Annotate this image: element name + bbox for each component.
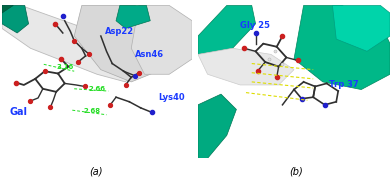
Polygon shape bbox=[2, 5, 135, 82]
Polygon shape bbox=[2, 5, 29, 33]
Polygon shape bbox=[2, 5, 13, 13]
Polygon shape bbox=[332, 5, 390, 51]
Text: Asn46: Asn46 bbox=[135, 50, 164, 59]
Text: 2.66: 2.66 bbox=[89, 86, 105, 92]
Text: Gal: Gal bbox=[9, 108, 27, 117]
Polygon shape bbox=[198, 5, 256, 54]
Text: 3.16: 3.16 bbox=[56, 64, 73, 70]
Polygon shape bbox=[294, 5, 390, 90]
Polygon shape bbox=[198, 94, 236, 158]
Text: Lys40: Lys40 bbox=[158, 93, 185, 102]
Text: Trp 37: Trp 37 bbox=[328, 80, 358, 90]
Polygon shape bbox=[198, 48, 294, 85]
Text: (a): (a) bbox=[89, 167, 103, 177]
Text: (b): (b) bbox=[289, 167, 303, 177]
Text: Asp22: Asp22 bbox=[105, 27, 134, 36]
Text: Gly 25: Gly 25 bbox=[240, 21, 270, 30]
Polygon shape bbox=[74, 5, 177, 82]
Polygon shape bbox=[131, 5, 192, 74]
Text: 2.68: 2.68 bbox=[84, 108, 101, 114]
Polygon shape bbox=[116, 5, 150, 28]
